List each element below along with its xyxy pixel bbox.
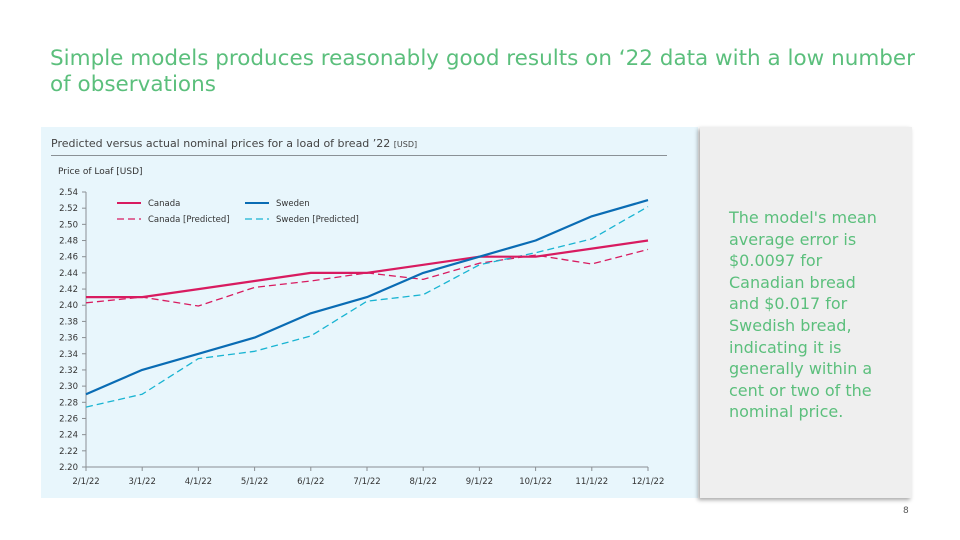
y-tick-label: 2.46 bbox=[59, 253, 78, 263]
y-tick-label: 2.34 bbox=[59, 350, 78, 360]
x-tick-label: 5/1/22 bbox=[241, 477, 268, 487]
y-tick-label: 2.38 bbox=[59, 317, 78, 327]
series-line-sweden-predicted bbox=[85, 206, 649, 408]
x-tick-label: 11/1/22 bbox=[575, 477, 608, 487]
x-tick-label: 4/1/22 bbox=[185, 477, 212, 487]
legend-label: Sweden bbox=[276, 199, 310, 209]
y-tick-label: 2.20 bbox=[59, 463, 78, 473]
y-tick-label: 2.44 bbox=[59, 269, 78, 279]
x-tick-label: 6/1/22 bbox=[297, 477, 324, 487]
y-tick-label: 2.52 bbox=[59, 204, 78, 214]
page-number: 8 bbox=[903, 506, 909, 516]
y-tick-label: 2.28 bbox=[59, 398, 78, 408]
x-tick-label: 10/1/22 bbox=[519, 477, 552, 487]
y-tick-label: 2.50 bbox=[59, 220, 78, 230]
chart-title: Predicted versus actual nominal prices f… bbox=[51, 137, 417, 150]
y-tick-label: 2.32 bbox=[59, 366, 78, 376]
y-tick-label: 2.24 bbox=[59, 431, 78, 441]
y-tick-label: 2.22 bbox=[59, 447, 78, 457]
legend-label: Canada [Predicted] bbox=[148, 215, 230, 225]
y-tick-label: 2.36 bbox=[59, 334, 78, 344]
x-tick-label: 2/1/22 bbox=[72, 477, 99, 487]
y-tick-label: 2.54 bbox=[59, 188, 78, 198]
y-axis-label: Price of Loaf [USD] bbox=[58, 167, 143, 177]
y-tick-label: 2.30 bbox=[59, 382, 78, 392]
chart-title-text: Predicted versus actual nominal prices f… bbox=[51, 137, 391, 150]
series-line-canada-predicted bbox=[85, 248, 649, 307]
line-chart: 2.54 2.52 2.50 2.48 2.46 2.44 2.42 2.40 2.38 2.36… bbox=[59, 188, 665, 487]
slide-title: Simple models produces reasonably good r… bbox=[50, 46, 915, 97]
y-tick-label: 2.42 bbox=[59, 285, 78, 295]
chart-title-rule bbox=[51, 155, 667, 156]
series-line-canada bbox=[86, 239, 649, 299]
legend-label: Sweden [Predicted] bbox=[276, 215, 359, 225]
y-tick-label: 2.26 bbox=[59, 414, 78, 424]
x-tick-label: 12/1/22 bbox=[632, 477, 665, 487]
chart-panel: Predicted versus actual nominal prices f… bbox=[41, 127, 698, 498]
side-panel-text: The model's mean average error is $0.009… bbox=[729, 208, 877, 422]
x-tick-label: 3/1/22 bbox=[129, 477, 156, 487]
side-panel: The model's mean average error is $0.009… bbox=[700, 127, 912, 498]
x-tick-label: 9/1/22 bbox=[466, 477, 493, 487]
x-tick-label: 7/1/22 bbox=[353, 477, 380, 487]
series-line-sweden bbox=[85, 199, 649, 396]
y-tick-label: 2.48 bbox=[59, 237, 78, 247]
legend-label: Canada bbox=[148, 199, 180, 209]
y-tick-label: 2.40 bbox=[59, 301, 78, 311]
chart-title-unit: [USD] bbox=[393, 140, 418, 149]
x-tick-label: 8/1/22 bbox=[410, 477, 437, 487]
